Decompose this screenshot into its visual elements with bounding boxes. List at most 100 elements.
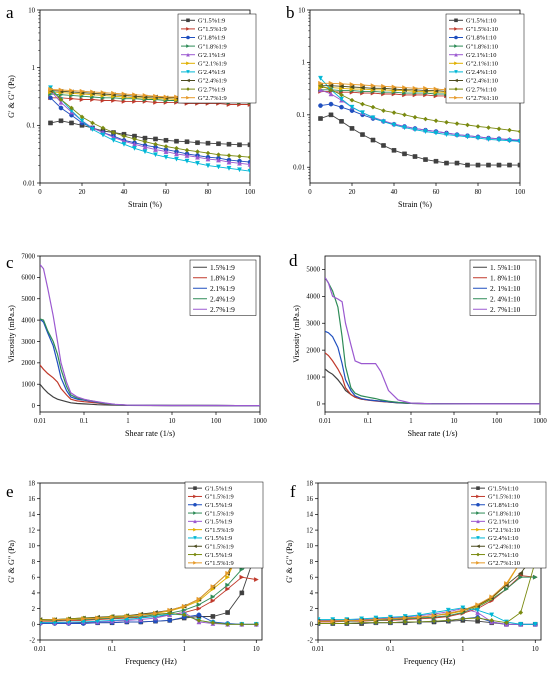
data-point	[163, 154, 169, 160]
y-tick-label: 0.01	[23, 180, 35, 187]
legend-swatch-marker	[186, 35, 190, 40]
data-point	[416, 619, 422, 625]
data-point	[195, 149, 200, 155]
data-point	[507, 162, 512, 168]
data-point	[370, 83, 376, 89]
x-tick-label: 40	[391, 189, 398, 196]
data-point	[174, 156, 179, 162]
legend-swatch-marker	[454, 44, 458, 48]
data-point	[69, 88, 75, 94]
legend-swatch-marker	[193, 502, 197, 507]
data-point	[460, 616, 466, 622]
data-point	[237, 153, 242, 159]
legend-entry: 1.5%1:9	[210, 263, 235, 272]
data-point	[124, 614, 130, 619]
data-point	[423, 116, 428, 122]
data-point	[181, 612, 187, 618]
data-point	[48, 120, 53, 126]
data-point	[210, 584, 216, 590]
chart-panel-d: d 0.01 0.1 1 10 100 1000 0 1000 2000 3000 4000 5000 S…	[289, 251, 547, 438]
legend-entry: G'1.5%1:9	[198, 18, 225, 25]
data-point	[210, 598, 216, 604]
data-point	[100, 125, 106, 131]
y-tick-label: 4	[310, 590, 314, 597]
data-point	[388, 616, 393, 622]
x-tick-label: 80	[205, 189, 212, 196]
data-point	[69, 105, 74, 111]
data-point	[486, 125, 491, 130]
data-point	[205, 156, 211, 162]
data-point	[402, 85, 408, 91]
legend-swatch-marker	[193, 544, 197, 549]
series-line	[320, 77, 520, 142]
panel-letter: c	[6, 253, 14, 272]
legend-entry: G"1.8%1:10	[488, 510, 520, 517]
chart-panel-f: f 0.01 0.1 1 10 -2 0 2 4 6 8 10 12 14 16 18 Frequency (H…	[285, 480, 547, 666]
panel-letter: a	[6, 3, 14, 22]
x-tick-label: 60	[433, 189, 440, 196]
data-point	[196, 606, 202, 612]
legend-swatch-marker	[454, 78, 458, 83]
data-point	[328, 83, 334, 89]
data-point	[431, 610, 437, 616]
data-point	[496, 137, 502, 143]
data-point	[402, 615, 408, 621]
y-tick-label: 7000	[21, 253, 35, 260]
y-tick-label: 0	[32, 403, 36, 410]
legend-swatch-marker	[193, 486, 197, 490]
legend-entry: G'2.1%1:9	[198, 52, 225, 59]
plot-area	[40, 496, 259, 627]
legend-swatch-marker	[186, 95, 190, 100]
data-point	[163, 149, 169, 154]
data-point	[216, 157, 221, 163]
legend-entry: G"2.4%1:9	[198, 78, 227, 85]
legend: G'1.5%1:10 G"1.5%1:10G'1.8%1:10G"1.8%1:10…	[467, 481, 547, 569]
x-axis-label: Frequency (Hz)	[404, 657, 456, 666]
data-point	[195, 160, 200, 166]
y-tick-label: 3000	[21, 339, 35, 346]
data-point	[142, 139, 148, 145]
legend-entry: G"2.4%1:10	[466, 78, 498, 85]
data-point	[69, 120, 74, 126]
legend-entry: G"1.5%1:9	[205, 527, 234, 534]
legend-entry: G'2.4%1:10	[466, 69, 496, 76]
legend-swatch-marker	[476, 552, 480, 557]
series-line	[40, 264, 260, 407]
data-point	[205, 140, 211, 146]
legend-swatch-marker	[186, 87, 190, 91]
data-point	[475, 602, 481, 608]
y-tick-label: 1	[302, 60, 305, 67]
y-tick-label: -2	[307, 637, 313, 644]
data-point	[205, 163, 211, 169]
data-point	[423, 157, 428, 162]
legend-entry: 1.8%1:9	[210, 273, 235, 282]
x-tick-label: 100	[515, 189, 526, 196]
legend-swatch-marker	[186, 61, 190, 66]
data-point	[253, 621, 259, 627]
legend-swatch-marker	[193, 527, 197, 532]
data-point	[518, 622, 524, 627]
data-point	[381, 143, 386, 148]
legend-entry: 2. 4%1:10	[490, 294, 521, 303]
y-tick-label: 10	[28, 543, 35, 550]
legend: 1. 5%1:101. 8%1:10 2. 1%1:102. 4%1:10 2. 7…	[469, 259, 537, 316]
data-point	[247, 161, 250, 167]
x-tick-label: 40	[121, 189, 128, 196]
data-point	[225, 582, 231, 588]
x-tick-label: 60	[163, 189, 170, 196]
data-point	[247, 142, 250, 148]
data-point	[381, 108, 386, 114]
data-point	[163, 144, 169, 149]
plot-area	[40, 264, 260, 407]
data-point	[412, 154, 418, 159]
data-point	[90, 127, 95, 132]
x-tick-label: 1000	[533, 418, 547, 425]
series-line	[318, 520, 536, 622]
data-point	[360, 110, 365, 116]
x-tick-label: 1	[182, 646, 185, 653]
legend-swatch-marker	[476, 494, 480, 499]
series-line	[318, 607, 536, 625]
data-point	[226, 165, 232, 171]
legend-entry: G"2.7%1:9	[198, 95, 227, 102]
chart-panel-e: e 0.01 0.1 1 10 -2 0 2 4 6 8 10 12 14 16 18 Frequency (H…	[6, 480, 264, 666]
